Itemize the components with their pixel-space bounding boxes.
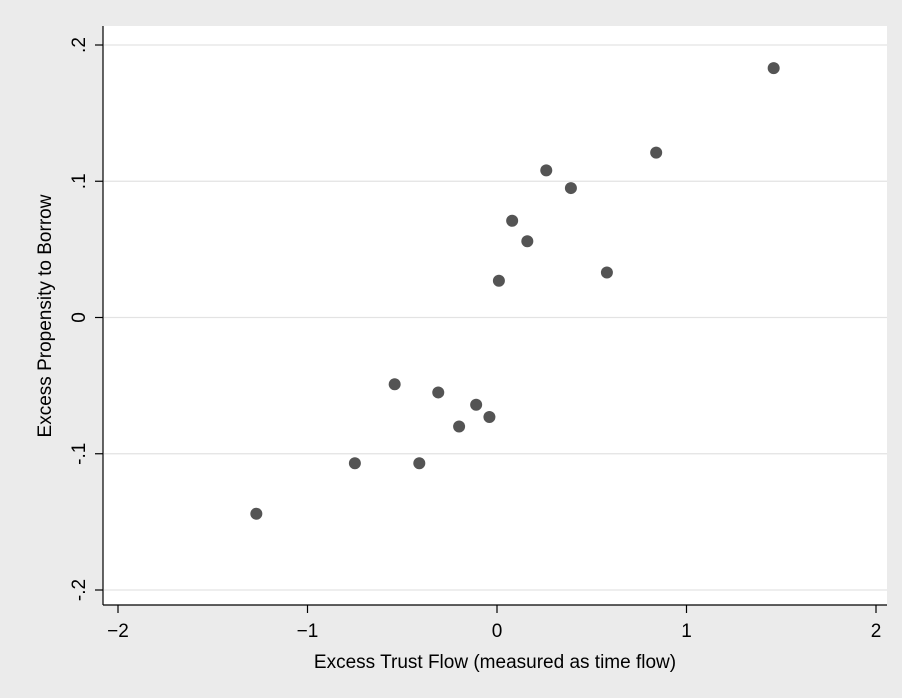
y-axis-label: Excess Propensity to Borrow (35, 194, 56, 437)
y-tick-label: 0 (69, 312, 90, 323)
data-point (600, 266, 613, 279)
y-tick-label: .1 (69, 173, 90, 189)
y-tick-label: -.2 (69, 579, 90, 601)
x-tick-label: 2 (871, 621, 882, 642)
data-point (492, 274, 505, 287)
data-points (250, 62, 780, 520)
data-point (540, 164, 553, 177)
x-tick-label: −2 (107, 621, 129, 642)
data-point (564, 182, 577, 195)
data-point (483, 410, 496, 423)
y-tick-label: .2 (69, 37, 90, 53)
gridlines (104, 44, 887, 591)
x-axis-ticks: −2 −1 0 1 2 (107, 605, 881, 642)
data-point (767, 62, 780, 75)
data-point (413, 457, 426, 470)
data-point (521, 235, 534, 248)
y-axis-ticks: -.2 -.1 0 .1 .2 (69, 37, 103, 601)
data-point (348, 457, 361, 470)
x-axis-label: Excess Trust Flow (measured as time flow… (314, 652, 676, 673)
data-point (506, 214, 519, 227)
x-tick-label: 1 (681, 621, 692, 642)
data-point (453, 420, 466, 433)
data-point (388, 378, 401, 391)
y-tick-label: -.1 (69, 443, 90, 465)
data-point (250, 507, 263, 520)
plot-area (103, 26, 887, 605)
x-tick-label: 0 (492, 621, 503, 642)
data-point (432, 386, 445, 399)
x-tick-label: −1 (297, 621, 319, 642)
data-point (470, 398, 483, 411)
data-point (650, 146, 663, 159)
